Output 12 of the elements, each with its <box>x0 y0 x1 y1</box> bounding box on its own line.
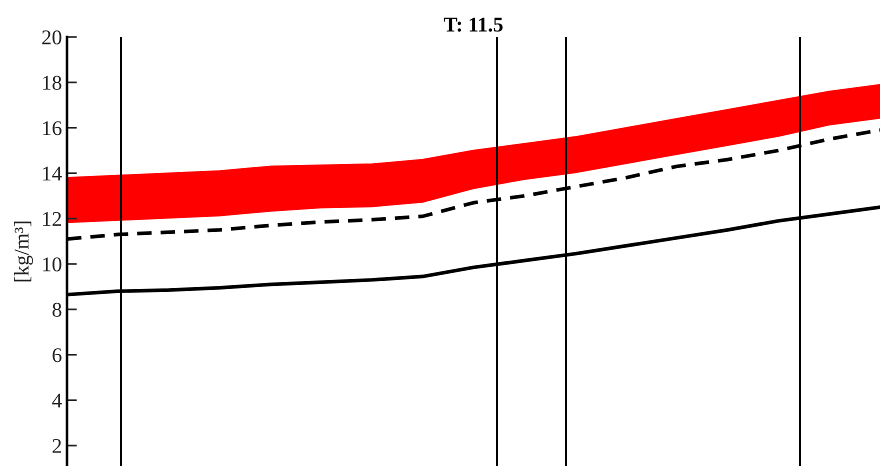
y-tick-label: 4 <box>52 394 62 408</box>
y-tick-label: 20 <box>42 30 62 44</box>
y-tick-label: 8 <box>52 302 62 317</box>
chart-title: T: 11.5 <box>444 18 503 32</box>
y-axis-title: [kg/m³] <box>14 222 33 282</box>
y-tick-label: 2 <box>52 439 61 453</box>
y-tick-label: 6 <box>52 348 62 362</box>
y-tick-label: 14 <box>43 166 62 180</box>
y-tick-label: 10 <box>43 257 62 272</box>
y-tick-label: 12 <box>43 212 61 226</box>
y-tick-label: 18 <box>43 76 62 90</box>
y-tick-label: 16 <box>43 121 62 136</box>
